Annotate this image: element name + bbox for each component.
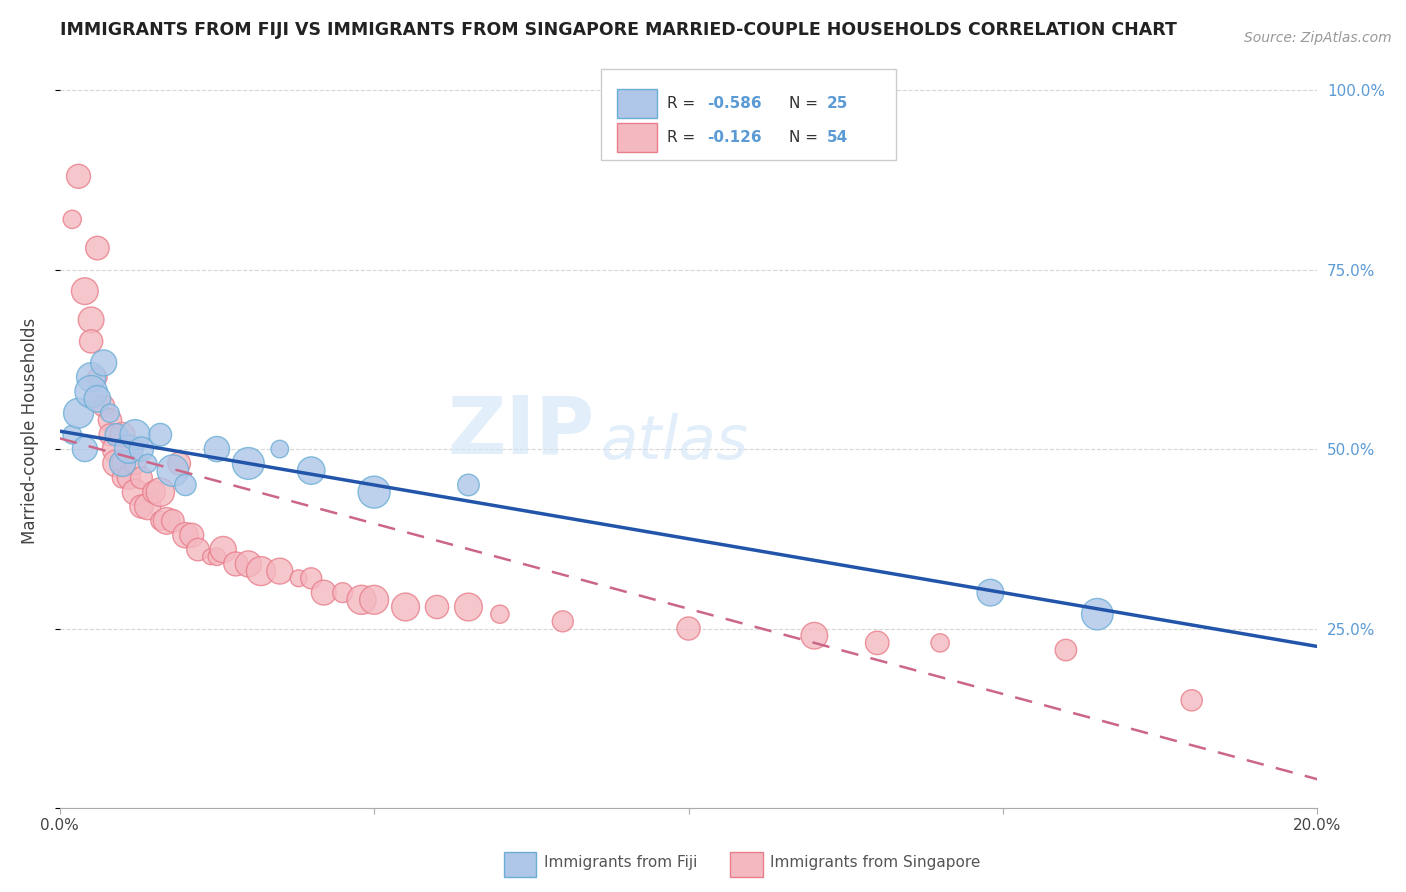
Text: R =: R = xyxy=(668,129,700,145)
Text: -0.586: -0.586 xyxy=(707,95,762,111)
Point xyxy=(111,457,134,471)
Text: IMMIGRANTS FROM FIJI VS IMMIGRANTS FROM SINGAPORE MARRIED-COUPLE HOUSEHOLDS CORR: IMMIGRANTS FROM FIJI VS IMMIGRANTS FROM … xyxy=(59,21,1177,39)
Point xyxy=(205,442,228,456)
Text: N =: N = xyxy=(789,95,823,111)
Point xyxy=(162,514,184,528)
Y-axis label: Married-couple Households: Married-couple Households xyxy=(21,318,39,544)
Point xyxy=(60,427,83,442)
Point xyxy=(98,406,121,420)
Point xyxy=(86,370,108,384)
Text: 25: 25 xyxy=(827,95,848,111)
Point xyxy=(1181,693,1204,707)
Point xyxy=(149,485,172,500)
Point xyxy=(167,457,190,471)
Point xyxy=(238,457,260,471)
Point xyxy=(80,313,103,327)
Point xyxy=(929,636,952,650)
Point xyxy=(105,457,128,471)
Text: 54: 54 xyxy=(827,129,848,145)
Point xyxy=(105,442,128,456)
Point xyxy=(111,457,134,471)
Point xyxy=(394,599,416,614)
Point xyxy=(124,485,146,500)
Point xyxy=(269,564,291,578)
Point xyxy=(67,169,90,184)
Point xyxy=(363,485,385,500)
Point xyxy=(287,571,309,585)
Point xyxy=(174,528,197,542)
Point xyxy=(149,514,172,528)
Text: Immigrants from Singapore: Immigrants from Singapore xyxy=(770,855,981,870)
Point xyxy=(93,399,115,413)
Point xyxy=(131,500,153,514)
Text: R =: R = xyxy=(668,95,700,111)
Point xyxy=(174,478,197,492)
Point xyxy=(551,615,574,629)
Point xyxy=(155,514,177,528)
Point xyxy=(866,636,889,650)
Point xyxy=(86,392,108,406)
Point xyxy=(200,549,222,564)
Point xyxy=(363,592,385,607)
Point xyxy=(131,442,153,456)
Point xyxy=(205,549,228,564)
Point xyxy=(180,528,202,542)
Point xyxy=(162,464,184,478)
Point xyxy=(60,212,83,227)
Point xyxy=(212,542,235,557)
Point xyxy=(124,427,146,442)
Point xyxy=(80,370,103,384)
Point xyxy=(225,557,247,571)
Point xyxy=(136,457,159,471)
Point xyxy=(299,464,322,478)
Point xyxy=(426,599,449,614)
Point xyxy=(136,500,159,514)
Point xyxy=(489,607,512,622)
Point xyxy=(111,471,134,485)
Text: N =: N = xyxy=(789,129,823,145)
Point xyxy=(118,442,141,456)
Point xyxy=(332,585,354,599)
Point xyxy=(187,542,209,557)
Point xyxy=(143,485,166,500)
FancyBboxPatch shape xyxy=(617,123,657,153)
Point xyxy=(149,427,172,442)
FancyBboxPatch shape xyxy=(617,89,657,119)
Point xyxy=(678,622,700,636)
Point xyxy=(73,284,96,298)
FancyBboxPatch shape xyxy=(503,852,536,878)
Point xyxy=(979,585,1001,599)
Point xyxy=(124,457,146,471)
Point xyxy=(80,384,103,399)
Point xyxy=(250,564,273,578)
Point xyxy=(98,413,121,427)
Text: atlas: atlas xyxy=(600,413,748,472)
Point xyxy=(93,356,115,370)
FancyBboxPatch shape xyxy=(600,70,896,160)
FancyBboxPatch shape xyxy=(730,852,763,878)
Point xyxy=(67,406,90,420)
Point xyxy=(1085,607,1108,622)
Point xyxy=(350,592,373,607)
Point xyxy=(238,557,260,571)
Point xyxy=(131,471,153,485)
Point xyxy=(269,442,291,456)
Point xyxy=(86,241,108,255)
Point xyxy=(457,599,479,614)
Point xyxy=(457,478,479,492)
Point xyxy=(118,471,141,485)
Text: -0.126: -0.126 xyxy=(707,129,762,145)
Text: Source: ZipAtlas.com: Source: ZipAtlas.com xyxy=(1244,31,1392,45)
Text: Immigrants from Fiji: Immigrants from Fiji xyxy=(544,855,697,870)
Point xyxy=(98,427,121,442)
Point xyxy=(803,629,825,643)
Point xyxy=(80,334,103,349)
Text: ZIP: ZIP xyxy=(447,392,595,470)
Point xyxy=(299,571,322,585)
Point xyxy=(73,442,96,456)
Point xyxy=(111,427,134,442)
Point xyxy=(1054,643,1077,657)
Point xyxy=(105,427,128,442)
Point xyxy=(312,585,335,599)
